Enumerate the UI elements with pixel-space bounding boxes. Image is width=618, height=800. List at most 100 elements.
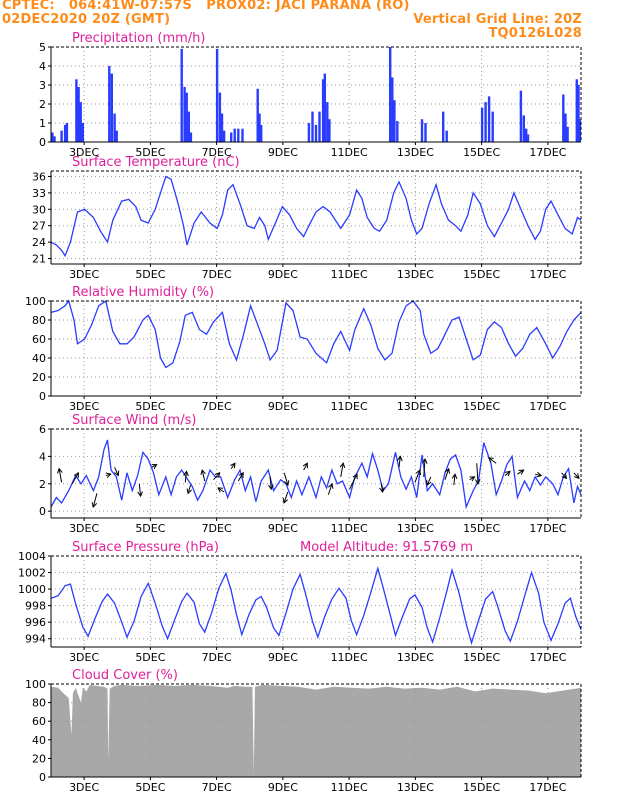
precip-bar — [256, 88, 259, 142]
x-tick-label: 17DEC — [529, 781, 566, 794]
panel-title: Cloud Cover (%) — [72, 668, 178, 683]
precip-bar — [108, 66, 111, 142]
y-tick-label: 994 — [25, 633, 46, 646]
wind-arrow — [488, 457, 497, 464]
wind-arrow — [573, 472, 580, 479]
y-tick-label: 1004 — [18, 550, 46, 563]
x-tick-label: 15DEC — [463, 781, 500, 794]
series-line — [50, 566, 582, 646]
precip-bar — [445, 130, 448, 142]
x-tick-label: 17DEC — [529, 268, 566, 281]
wind-arrow-head — [200, 469, 206, 476]
y-tick-label: 0 — [39, 505, 46, 518]
x-tick-label: 13DEC — [397, 781, 434, 794]
precip-bar — [110, 73, 113, 142]
x-tick-label: 15DEC — [463, 522, 500, 535]
wind-arrow-head — [396, 455, 403, 462]
x-tick-label: 13DEC — [397, 146, 434, 159]
wind-arrow — [187, 484, 192, 494]
precip-bar — [396, 121, 399, 142]
wind-arrow — [58, 468, 63, 483]
precip-bar — [189, 132, 193, 142]
x-tick-label: 3DEC — [69, 781, 99, 794]
precip-bar — [575, 79, 578, 142]
x-tick-label: 11DEC — [331, 400, 368, 413]
y-tick-label: 21 — [32, 253, 46, 266]
panel-5: Surface Pressure (hPa) Model Altitude: 91… — [18, 540, 582, 664]
x-tick-label: 13DEC — [397, 651, 434, 664]
precip-bar — [258, 113, 261, 142]
x-tick-label: 15DEC — [463, 651, 500, 664]
wind-arrow — [476, 463, 479, 484]
precip-bar — [79, 102, 82, 142]
precip-bar — [77, 86, 80, 142]
wind-arrow — [426, 476, 432, 486]
wind-arrow — [327, 483, 333, 495]
panel-title: Precipitation (mm/h) — [72, 31, 205, 46]
precip-bar — [237, 128, 240, 142]
x-tick-label: 15DEC — [463, 268, 500, 281]
x-tick-label: 3DEC — [69, 522, 99, 535]
wind-arrow-head — [238, 471, 244, 478]
x-tick-label: 9DEC — [268, 522, 298, 535]
precip-bar — [65, 123, 69, 142]
wind-arrow-head — [268, 484, 274, 491]
x-tick-label: 3DEC — [69, 146, 99, 159]
x-tick-label: 5DEC — [135, 268, 165, 281]
y-tick-label: 4 — [39, 60, 46, 73]
precip-bar — [480, 107, 484, 142]
wind-arrow — [92, 493, 98, 508]
precip-bar — [442, 111, 445, 142]
x-tick-label: 9DEC — [268, 146, 298, 159]
wind-arrow-head — [561, 473, 568, 480]
wind-arrow-head — [105, 472, 112, 479]
series-line — [50, 299, 582, 369]
precip-bar — [63, 124, 67, 142]
panel-annotation: Model Altitude: 91.5769 m — [300, 540, 473, 555]
wind-arrow — [71, 472, 79, 485]
wind-arrow — [504, 471, 511, 476]
precip-bar — [487, 96, 491, 142]
precip-bar — [51, 132, 54, 142]
wind-arrow-head — [421, 458, 428, 464]
precip-bar — [215, 48, 219, 142]
precip-bar — [577, 85, 580, 142]
y-tick-label: 30 — [32, 203, 46, 216]
y-tick-label: 3 — [39, 79, 46, 92]
y-tick-label: 998 — [25, 600, 46, 613]
precip-bar — [241, 128, 244, 142]
wind-arrow-head — [352, 473, 358, 480]
wind-arrow-head — [137, 491, 143, 498]
y-tick-label: 60 — [32, 333, 46, 346]
precip-bar — [180, 48, 183, 142]
wind-arrow-head — [283, 480, 290, 487]
precip-bar — [525, 128, 528, 142]
panel-title: Surface Temperature (nC) — [72, 155, 240, 170]
x-tick-label: 9DEC — [268, 400, 298, 413]
wind-arrow — [269, 476, 272, 490]
precip-bar — [326, 102, 329, 142]
precip-bar — [484, 102, 487, 142]
wind-arrow-head — [444, 467, 450, 474]
x-tick-label: 13DEC — [397, 522, 434, 535]
precip-bar — [60, 130, 63, 142]
wind-arrow — [340, 463, 344, 478]
x-tick-label: 7DEC — [202, 268, 232, 281]
precip-bar — [230, 132, 233, 142]
y-tick-label: 0 — [39, 136, 46, 149]
wind-arrow-head — [214, 472, 221, 478]
wind-arrow-head — [328, 482, 334, 489]
y-tick-label: 33 — [32, 187, 46, 200]
y-tick-label: 20 — [32, 371, 46, 384]
y-tick-label: 40 — [32, 352, 46, 365]
wind-arrow — [217, 487, 225, 493]
wind-arrow-head — [217, 487, 223, 493]
precip-bar — [389, 47, 392, 142]
precip-bar — [318, 111, 321, 142]
panel-title: Surface Pressure (hPa) — [72, 540, 219, 555]
precip-bar — [566, 126, 569, 142]
precip-bar — [314, 124, 318, 142]
wind-arrow-head — [505, 470, 511, 477]
y-tick-label: 4 — [39, 450, 46, 463]
